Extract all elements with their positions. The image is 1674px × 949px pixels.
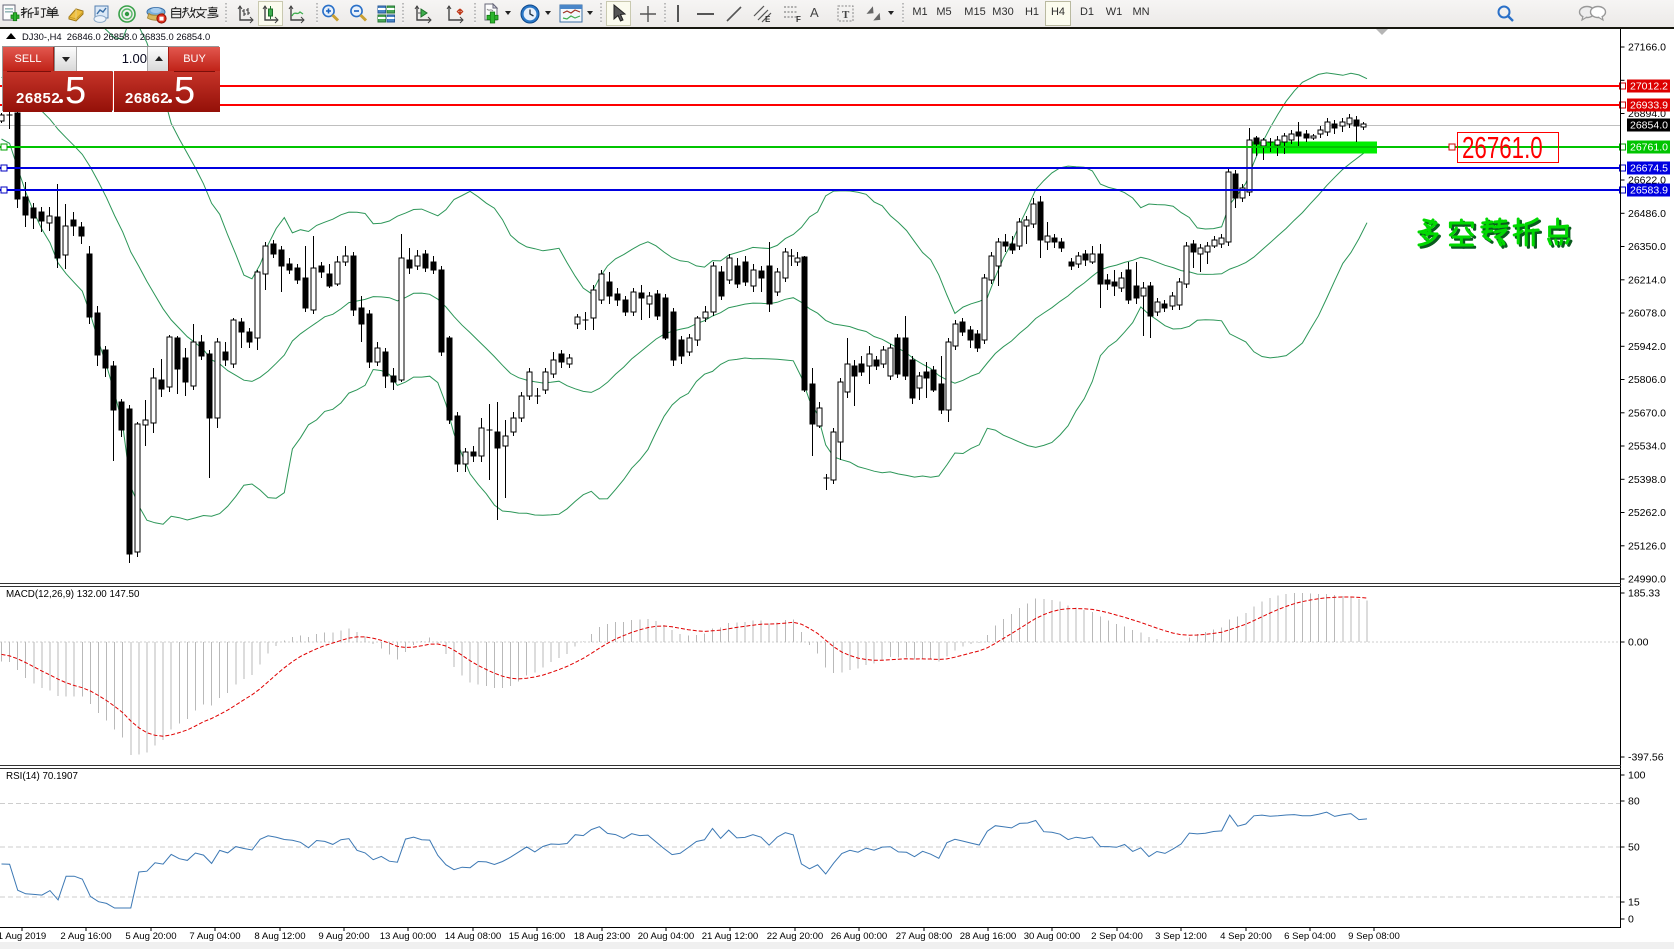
svg-text:F: F <box>796 15 801 24</box>
svg-text:26761.0: 26761.0 <box>1630 142 1668 154</box>
svg-text:27012.2: 27012.2 <box>1630 81 1668 93</box>
svg-text:25806.0: 25806.0 <box>1628 374 1666 386</box>
svg-text:50: 50 <box>1628 842 1640 854</box>
svg-text:13 Aug 00:00: 13 Aug 00:00 <box>380 931 437 942</box>
svg-text:7 Aug 04:00: 7 Aug 04:00 <box>189 931 240 942</box>
svg-text:0: 0 <box>1628 914 1634 926</box>
svg-text:26 Aug 00:00: 26 Aug 00:00 <box>831 931 888 942</box>
svg-text:26350.0: 26350.0 <box>1628 241 1666 253</box>
svg-text:24990.0: 24990.0 <box>1628 574 1666 586</box>
svg-text:25942.0: 25942.0 <box>1628 341 1666 353</box>
svg-text:28 Aug 16:00: 28 Aug 16:00 <box>960 931 1017 942</box>
svg-text:2 Sep 04:00: 2 Sep 04:00 <box>1091 931 1143 942</box>
svg-text:26486.0: 26486.0 <box>1628 208 1666 220</box>
svg-text:1 Aug 2019: 1 Aug 2019 <box>0 931 46 942</box>
svg-text:26933.9: 26933.9 <box>1630 100 1668 112</box>
svg-text:26583.9: 26583.9 <box>1630 185 1668 197</box>
svg-text:26854.0: 26854.0 <box>1630 120 1668 132</box>
svg-text:25126.0: 25126.0 <box>1628 540 1666 552</box>
svg-text:2 Aug 16:00: 2 Aug 16:00 <box>60 931 111 942</box>
svg-text:E: E <box>765 15 771 24</box>
svg-text:30 Aug 00:00: 30 Aug 00:00 <box>1024 931 1081 942</box>
svg-text:25534.0: 25534.0 <box>1628 441 1666 453</box>
svg-text:80: 80 <box>1628 796 1640 808</box>
svg-text:26078.0: 26078.0 <box>1628 308 1666 320</box>
svg-text:22 Aug 20:00: 22 Aug 20:00 <box>767 931 824 942</box>
svg-text:25262.0: 25262.0 <box>1628 507 1666 519</box>
svg-text:3 Sep 12:00: 3 Sep 12:00 <box>1155 931 1207 942</box>
svg-text:9 Aug 20:00: 9 Aug 20:00 <box>318 931 369 942</box>
svg-text:21 Aug 12:00: 21 Aug 12:00 <box>702 931 759 942</box>
svg-text:15: 15 <box>1628 897 1640 909</box>
svg-text:25670.0: 25670.0 <box>1628 407 1666 419</box>
svg-text:25398.0: 25398.0 <box>1628 474 1666 486</box>
svg-text:5 Aug 20:00: 5 Aug 20:00 <box>125 931 176 942</box>
svg-text:20 Aug 04:00: 20 Aug 04:00 <box>638 931 695 942</box>
svg-text:14 Aug 08:00: 14 Aug 08:00 <box>445 931 502 942</box>
svg-text:27166.0: 27166.0 <box>1628 42 1666 54</box>
svg-text:100: 100 <box>1628 770 1646 782</box>
svg-text:8 Aug 12:00: 8 Aug 12:00 <box>254 931 305 942</box>
svg-text:9 Sep 08:00: 9 Sep 08:00 <box>1348 931 1400 942</box>
svg-text:4 Sep 20:00: 4 Sep 20:00 <box>1220 931 1272 942</box>
svg-text:15 Aug 16:00: 15 Aug 16:00 <box>509 931 566 942</box>
svg-text:26214.0: 26214.0 <box>1628 274 1666 286</box>
svg-text:185.33: 185.33 <box>1628 588 1660 600</box>
svg-text:0.00: 0.00 <box>1628 637 1649 649</box>
svg-text:T: T <box>842 9 850 21</box>
svg-text:27 Aug 08:00: 27 Aug 08:00 <box>896 931 953 942</box>
svg-text:-397.56: -397.56 <box>1628 752 1664 764</box>
svg-text:6 Sep 04:00: 6 Sep 04:00 <box>1284 931 1336 942</box>
svg-text:26674.5: 26674.5 <box>1630 163 1668 175</box>
svg-text:18 Aug 23:00: 18 Aug 23:00 <box>574 931 631 942</box>
